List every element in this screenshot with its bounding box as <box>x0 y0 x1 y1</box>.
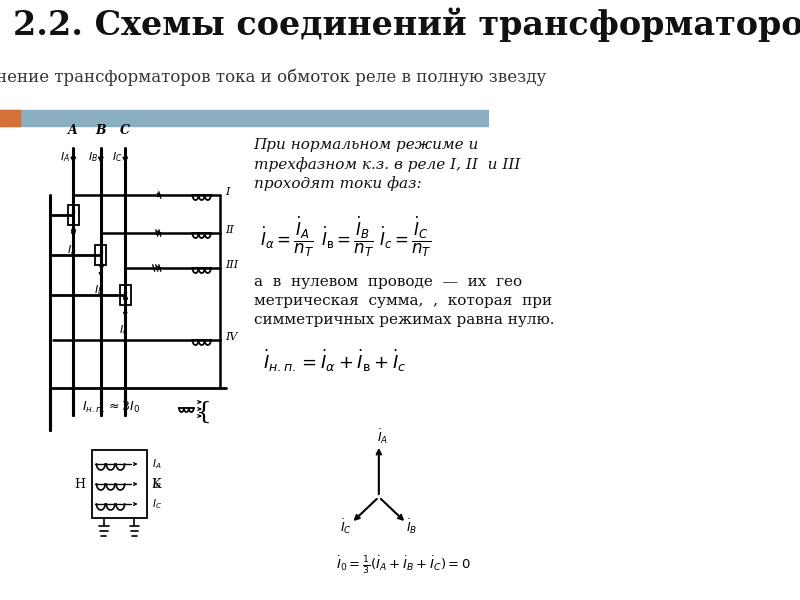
Text: $\dot{I}_{н.п.} = \dot{I}_\alpha + \dot{I}_\text{в} + \dot{I}_c$: $\dot{I}_{н.п.} = \dot{I}_\alpha + \dot{… <box>262 348 406 374</box>
Text: $I_A$: $I_A$ <box>151 457 161 471</box>
Text: K: K <box>151 478 161 491</box>
Text: $\dot{I}_\alpha = \dfrac{\dot{I}_A}{n_T}$: $\dot{I}_\alpha = \dfrac{\dot{I}_A}{n_T}… <box>260 215 314 259</box>
Text: симметричных режимах равна нулю.: симметричных режимах равна нулю. <box>254 313 554 327</box>
Text: A: A <box>69 124 78 137</box>
Text: $I_B$: $I_B$ <box>151 477 161 491</box>
Text: II: II <box>225 225 234 235</box>
Text: $I_a$: $I_a$ <box>66 243 76 257</box>
Text: $I_C$: $I_C$ <box>151 497 162 511</box>
Text: проходят токи фаз:: проходят токи фаз: <box>254 176 422 191</box>
Text: $I_C$: $I_C$ <box>111 150 122 164</box>
Text: C: C <box>120 124 130 137</box>
Text: При нормальном режиме и: При нормальном режиме и <box>254 138 479 152</box>
Text: $I_A$: $I_A$ <box>60 150 70 164</box>
Text: I: I <box>225 187 230 197</box>
Text: $\dot{I}_0 = \frac{1}{3}(\dot{I}_A + \dot{I}_B + \dot{I}_C) = 0$: $\dot{I}_0 = \frac{1}{3}(\dot{I}_A + \do… <box>336 555 471 577</box>
Bar <box>95 245 106 265</box>
Text: $I_{н.п.} \approx 3I_0$: $I_{н.п.} \approx 3I_0$ <box>82 400 141 415</box>
Text: $\dot{I}_B$: $\dot{I}_B$ <box>406 518 417 536</box>
Text: IV: IV <box>225 332 238 342</box>
Bar <box>0 110 489 126</box>
Text: {: { <box>195 401 211 424</box>
Text: $\dot{I}_\text{в} = \dfrac{\dot{I}_B}{n_T}$: $\dot{I}_\text{в} = \dfrac{\dot{I}_B}{n_… <box>321 215 374 259</box>
Text: а  в  нулевом  проводе  —  их  гео: а в нулевом проводе — их гео <box>254 275 522 289</box>
Bar <box>92 450 146 518</box>
Text: 2.2. Схемы соединений трансформаторов тока: 2.2. Схемы соединений трансформаторов то… <box>14 8 800 43</box>
Bar <box>68 205 79 225</box>
Text: Соединение трансформаторов тока и обмоток реле в полную звезду: Соединение трансформаторов тока и обмото… <box>0 68 546 85</box>
Text: метрическая  сумма,  ,  которая  при: метрическая сумма, , которая при <box>254 294 552 308</box>
Text: трехфазном к.з. в реле I, II  и III: трехфазном к.з. в реле I, II и III <box>254 157 520 172</box>
Text: III: III <box>225 260 238 270</box>
Bar <box>0 110 19 126</box>
Text: $I_c$: $I_c$ <box>118 323 128 337</box>
Text: $\dot{I}_A$: $\dot{I}_A$ <box>377 428 388 446</box>
Text: H: H <box>74 478 86 491</box>
Text: $I_B$: $I_B$ <box>88 150 98 164</box>
Text: $I_b$: $I_b$ <box>94 283 104 297</box>
Bar <box>120 285 130 305</box>
Text: B: B <box>95 124 106 137</box>
Text: $\dot{I}_C$: $\dot{I}_C$ <box>341 518 352 536</box>
Text: $\dot{I}_c = \dfrac{\dot{I}_C}{n_T}$: $\dot{I}_c = \dfrac{\dot{I}_C}{n_T}$ <box>379 215 432 259</box>
